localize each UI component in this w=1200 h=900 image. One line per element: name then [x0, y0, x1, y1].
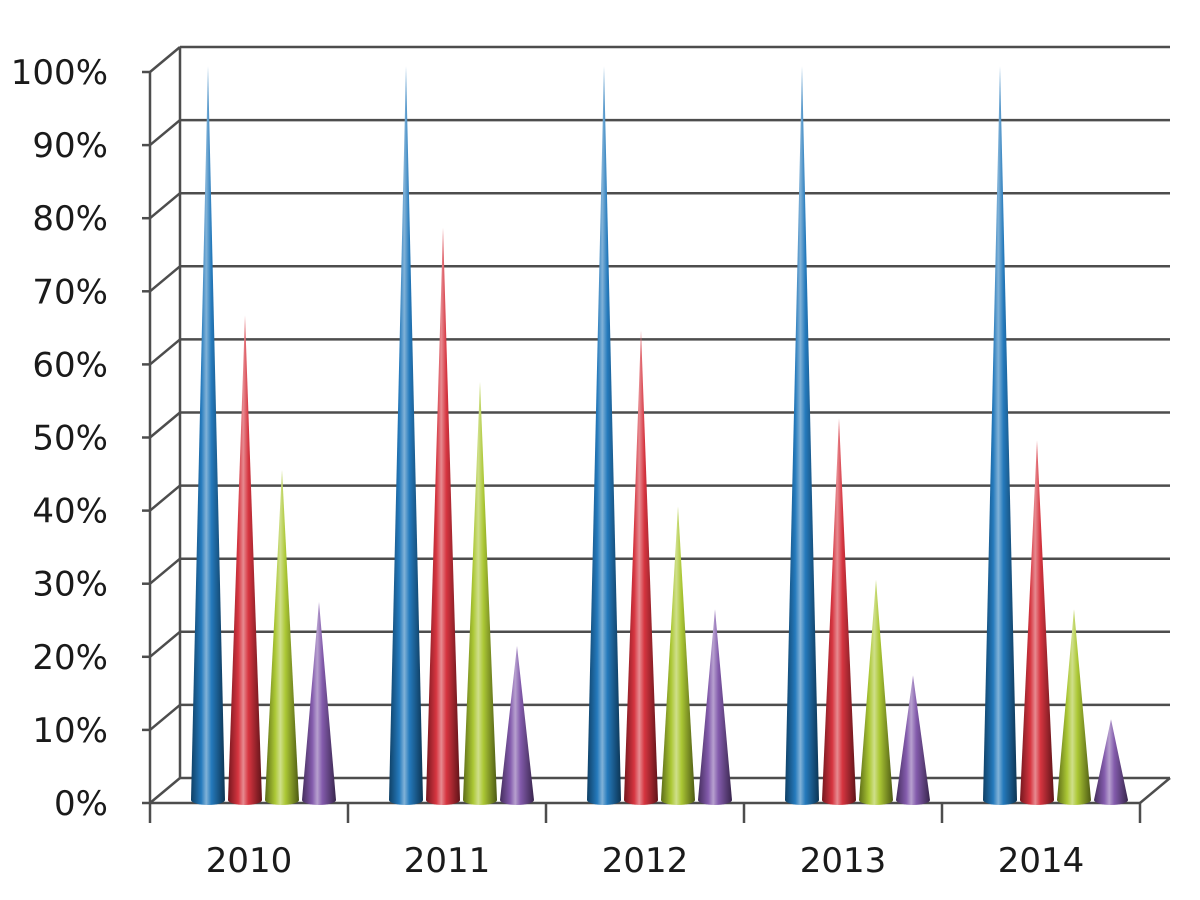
side-gridline — [149, 46, 181, 73]
cones — [191, 66, 1128, 806]
y-tick-label: 80% — [32, 199, 108, 239]
cone-mark — [661, 506, 695, 805]
side-gridline — [149, 411, 181, 439]
y-tick-label: 90% — [32, 126, 108, 166]
cone-mark — [983, 66, 1017, 805]
cone-mark — [822, 418, 856, 805]
axes — [148, 47, 1171, 823]
cone-mark — [698, 609, 732, 805]
cone-mark — [1057, 609, 1091, 805]
y-tick-label: 0% — [54, 784, 108, 824]
cone-mark — [389, 66, 423, 805]
y-tick-label: 10% — [32, 711, 108, 751]
cone-mark — [191, 66, 225, 805]
floor-right-edge — [1139, 777, 1171, 804]
y-tick-label: 100% — [11, 53, 108, 93]
cone-mark — [859, 579, 893, 805]
cone-mark — [265, 469, 299, 805]
x-tick-label: 2013 — [800, 841, 887, 881]
cone-mark — [302, 601, 336, 805]
side-gridline — [149, 265, 181, 293]
x-tick-label: 2014 — [998, 841, 1085, 881]
side-gridline — [149, 192, 181, 220]
y-tick-label: 40% — [32, 492, 108, 532]
cone-mark — [587, 66, 621, 805]
cone-mark — [624, 330, 658, 805]
cone-mark — [1020, 440, 1054, 805]
y-tick-label: 70% — [32, 272, 108, 312]
y-tick-label: 30% — [32, 565, 108, 605]
x-tick-label: 2012 — [602, 841, 689, 881]
side-gridline — [149, 484, 181, 512]
side-gridline — [149, 119, 181, 147]
cone-mark — [785, 66, 819, 805]
side-gridline — [149, 703, 181, 731]
side-gridline — [149, 630, 181, 658]
y-tick-label: 60% — [32, 345, 108, 385]
y-tick-label: 20% — [32, 638, 108, 678]
cone-mark — [463, 381, 497, 805]
y-tick-label: 50% — [32, 419, 108, 459]
side-gridline — [149, 338, 181, 366]
side-gridline — [149, 557, 181, 585]
gridlines — [142, 45, 1170, 805]
x-tick-label: 2010 — [206, 841, 293, 881]
side-gridline — [149, 777, 181, 804]
cone-mark — [500, 645, 534, 805]
cone-mark — [228, 315, 262, 805]
cone-mark — [1094, 719, 1128, 805]
cone-mark — [896, 675, 930, 805]
cone-mark — [426, 227, 460, 806]
x-tick-label: 2011 — [404, 841, 491, 881]
